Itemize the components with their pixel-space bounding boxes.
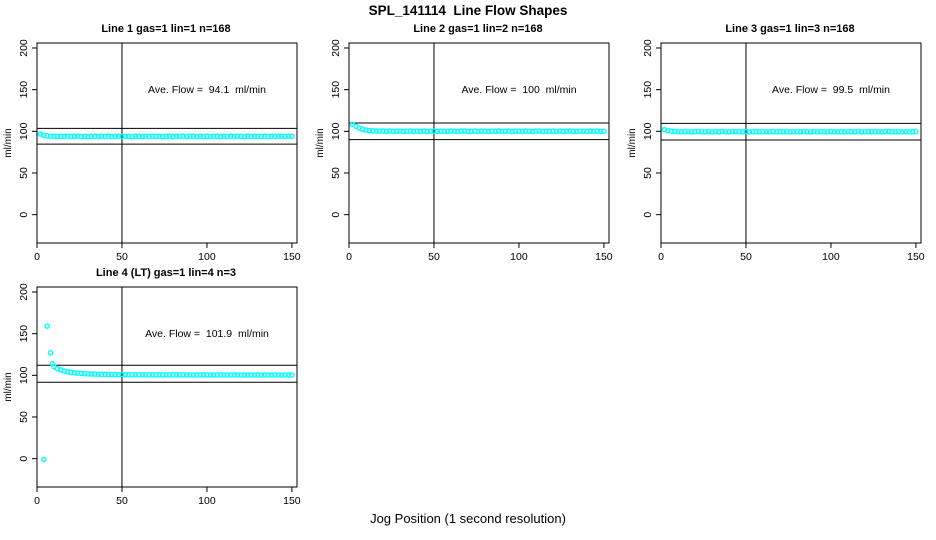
svg-text:100: 100 (510, 251, 528, 262)
svg-text:150: 150 (283, 495, 301, 506)
svg-text:50: 50 (18, 167, 30, 179)
svg-text:ml/min: ml/min (3, 128, 14, 157)
plot-area-line-4: 0 50 100 150 0 50 100 150 200 ml/min (3, 283, 301, 506)
chart-title: SPL_141114 Line Flow Shapes (368, 3, 568, 18)
svg-text:150: 150 (18, 325, 30, 343)
svg-text:0: 0 (658, 251, 664, 262)
svg-text:100: 100 (198, 251, 216, 262)
ave-flow-annotation-line-2: Ave. Flow = 100 ml/min (461, 84, 577, 96)
panel-line-1: 0 50 100 150 0 50 100 150 200 ml/min Line 1 gas=1… (0, 18, 312, 262)
svg-text:50: 50 (18, 411, 30, 423)
svg-text:ml/min: ml/min (3, 372, 14, 401)
svg-text:0: 0 (642, 212, 654, 218)
x-axis-label: Jog Position (1 second resolution) (370, 511, 566, 526)
svg-text:50: 50 (116, 251, 128, 262)
svg-text:150: 150 (907, 251, 925, 262)
plot-area-line-1: 0 50 100 150 0 50 100 150 200 ml/min (3, 39, 301, 262)
ave-flow-annotation-line-3: Ave. Flow = 99.5 ml/min (772, 84, 890, 96)
svg-text:0: 0 (330, 212, 342, 218)
panel-title-line-4: Line 4 (LT) gas=1 lin=4 n=3 (95, 267, 237, 279)
svg-text:0: 0 (34, 495, 40, 506)
svg-text:200: 200 (18, 283, 30, 301)
svg-text:100: 100 (330, 122, 342, 140)
svg-text:100: 100 (642, 122, 654, 140)
panel-line-2: 0 50 100 150 0 50 100 150 200 ml/min Line 2 gas=1… (312, 18, 624, 262)
svg-text:50: 50 (740, 251, 752, 262)
plot-area-line-2: 0 50 100 150 0 50 100 150 200 ml/min (315, 39, 613, 262)
svg-text:50: 50 (642, 167, 654, 179)
svg-text:50: 50 (330, 167, 342, 179)
svg-text:ml/min: ml/min (315, 128, 326, 157)
svg-text:0: 0 (18, 212, 30, 218)
svg-text:100: 100 (822, 251, 840, 262)
svg-text:0: 0 (34, 251, 40, 262)
svg-text:200: 200 (18, 39, 30, 57)
panel-line-4: 0 50 100 150 0 50 100 150 200 ml/min Line 4 (LT) … (0, 262, 312, 506)
svg-text:150: 150 (283, 251, 301, 262)
svg-text:0: 0 (18, 456, 30, 462)
svg-text:100: 100 (18, 122, 30, 140)
svg-text:100: 100 (198, 495, 216, 506)
panel-title-line-2: Line 2 gas=1 lin=2 n=168 (413, 23, 543, 35)
svg-text:200: 200 (642, 39, 654, 57)
svg-text:ml/min: ml/min (627, 128, 638, 157)
panel-title-line-1: Line 1 gas=1 lin=1 n=168 (101, 23, 231, 35)
panel-title-line-3: Line 3 gas=1 lin=3 n=168 (725, 23, 855, 35)
svg-text:50: 50 (116, 495, 128, 506)
svg-text:200: 200 (330, 39, 342, 57)
ave-flow-annotation-line-4: Ave. Flow = 101.9 ml/min (145, 328, 269, 340)
svg-text:50: 50 (428, 251, 440, 262)
plot-area-line-3: 0 50 100 150 0 50 100 150 200 ml/min (627, 39, 925, 262)
svg-text:150: 150 (595, 251, 613, 262)
panel-line-3: 0 50 100 150 0 50 100 150 200 ml/min Line 3 gas=1… (624, 18, 936, 262)
svg-text:150: 150 (18, 81, 30, 99)
ave-flow-annotation-line-1: Ave. Flow = 94.1 ml/min (148, 84, 266, 96)
svg-text:0: 0 (346, 251, 352, 262)
svg-text:150: 150 (330, 81, 342, 99)
svg-text:100: 100 (18, 366, 30, 384)
svg-text:150: 150 (642, 81, 654, 99)
